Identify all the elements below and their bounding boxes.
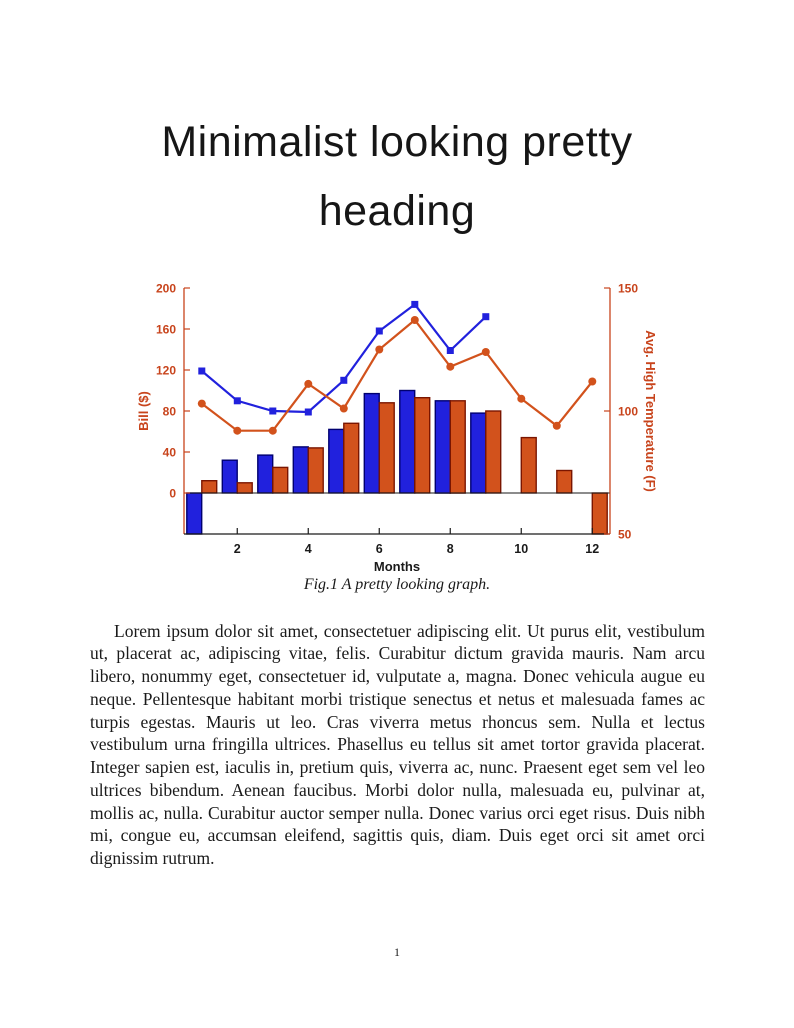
orange-bars-bar bbox=[201, 479, 218, 494]
blue-bars-bar bbox=[292, 445, 309, 494]
square-marker bbox=[375, 327, 383, 335]
circle-marker bbox=[410, 315, 419, 324]
body-paragraph: Lorem ipsum dolor sit amet, consectetuer… bbox=[90, 620, 705, 869]
orange-bars-bar bbox=[343, 422, 360, 494]
x-tick-label: 2 bbox=[234, 542, 241, 556]
figure-caption: Fig.1 A pretty looking graph. bbox=[303, 575, 491, 593]
x-axis-label: Months bbox=[374, 559, 420, 574]
blue-bars-bar bbox=[186, 491, 203, 535]
circle-marker bbox=[517, 394, 526, 403]
orange-line bbox=[201, 318, 594, 432]
blue-bars-bar bbox=[399, 389, 416, 494]
orange-bars-bar bbox=[272, 466, 289, 494]
x-tick-label: 4 bbox=[305, 542, 312, 556]
left-tick-label: 120 bbox=[156, 363, 176, 377]
axes-layer: 0 40 80 120 160 200 50 100 150 2 4 6 8 10 12 Months Bill… bbox=[136, 281, 658, 574]
circle-marker bbox=[339, 404, 348, 413]
left-tick-label: 80 bbox=[163, 404, 177, 418]
left-tick-label: 200 bbox=[156, 281, 176, 295]
circle-marker bbox=[233, 426, 242, 435]
left-tick-label: 40 bbox=[163, 445, 177, 459]
circle-marker bbox=[375, 345, 384, 354]
circle-marker bbox=[588, 377, 597, 386]
orange-bars-bar bbox=[449, 399, 466, 494]
x-tick-label: 6 bbox=[376, 542, 383, 556]
orange-bars-bar bbox=[236, 481, 253, 494]
circle-marker bbox=[197, 399, 206, 408]
square-marker bbox=[482, 312, 490, 320]
orange-bars-bar bbox=[556, 469, 573, 494]
x-tick-label: 10 bbox=[514, 542, 528, 556]
page-title: Minimalist looking pretty heading bbox=[117, 108, 677, 246]
orange-bars-bar bbox=[485, 409, 502, 494]
orange-bars-bar bbox=[520, 436, 537, 494]
orange-bars-bar bbox=[591, 491, 608, 535]
blue-bars-bar bbox=[257, 453, 274, 494]
square-marker bbox=[446, 346, 454, 354]
right-tick-label: 150 bbox=[618, 281, 638, 295]
left-tick-label: 0 bbox=[169, 486, 176, 500]
square-marker bbox=[233, 396, 241, 404]
bars-layer bbox=[184, 389, 610, 535]
circle-marker bbox=[268, 426, 277, 435]
lines-layer bbox=[197, 300, 597, 435]
blue-bars-bar bbox=[363, 392, 380, 494]
title-line-2: heading bbox=[318, 186, 476, 235]
blue-bars-bar bbox=[328, 428, 345, 494]
right-axis-label: Avg. High Temperature (F) bbox=[643, 330, 658, 492]
figure: 0 40 80 120 160 200 50 100 150 2 4 6 8 10 12 Months Bill… bbox=[132, 274, 662, 594]
square-marker bbox=[411, 300, 419, 308]
left-tick-label: 160 bbox=[156, 322, 176, 336]
right-tick-label: 100 bbox=[618, 404, 638, 418]
title-line-1: Minimalist looking pretty bbox=[161, 118, 633, 166]
circle-marker bbox=[446, 362, 455, 371]
square-marker bbox=[198, 367, 206, 375]
circle-marker bbox=[304, 379, 313, 388]
page-number: 1 bbox=[394, 945, 400, 959]
blue-bars-bar bbox=[470, 411, 487, 494]
orange-bars-bar bbox=[414, 396, 431, 494]
x-tick-label: 8 bbox=[447, 542, 454, 556]
blue-bars-bar bbox=[221, 459, 238, 494]
blue-bars-bar bbox=[434, 399, 451, 494]
x-tick-label: 12 bbox=[585, 542, 599, 556]
orange-bars-bar bbox=[378, 401, 395, 494]
circle-marker bbox=[481, 347, 490, 356]
orange-bars-bar bbox=[307, 446, 324, 494]
square-marker bbox=[269, 407, 277, 415]
right-tick-label: 50 bbox=[618, 527, 632, 541]
bill-temperature-chart: 0 40 80 120 160 200 50 100 150 2 4 6 8 10 12 Months Bill… bbox=[136, 281, 658, 574]
left-axis-label: Bill ($) bbox=[136, 391, 151, 431]
circle-marker bbox=[552, 421, 561, 430]
square-marker bbox=[340, 376, 348, 384]
square-marker bbox=[304, 408, 312, 416]
